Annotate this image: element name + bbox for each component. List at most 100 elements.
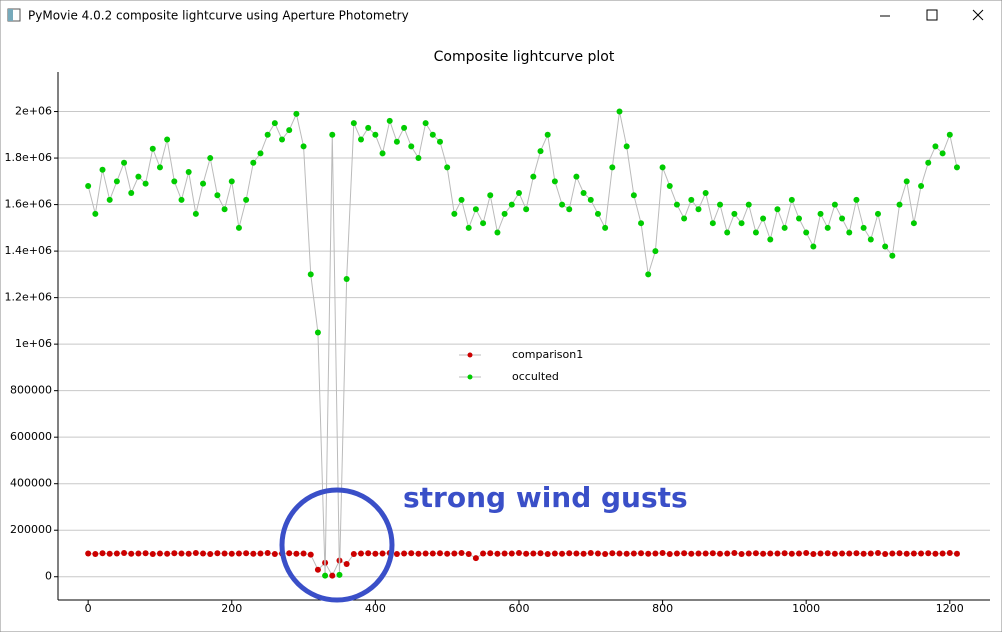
data-point xyxy=(752,229,759,236)
maximize-button[interactable] xyxy=(926,9,938,21)
data-point xyxy=(343,276,350,283)
data-point xyxy=(774,550,781,557)
y-tick-label: 200000 xyxy=(10,523,52,536)
data-point xyxy=(142,550,149,557)
data-point xyxy=(587,550,594,557)
data-point xyxy=(106,196,113,203)
data-point xyxy=(824,224,831,231)
data-point xyxy=(796,215,803,222)
data-point xyxy=(523,206,530,213)
data-point xyxy=(767,550,774,557)
data-point xyxy=(214,192,221,199)
data-point xyxy=(602,550,609,557)
data-point xyxy=(853,550,860,557)
data-point xyxy=(279,136,286,143)
data-point xyxy=(121,550,128,557)
y-tick-label: 1e+06 xyxy=(15,337,52,350)
data-point xyxy=(350,550,357,557)
data-point xyxy=(932,143,939,150)
chart-title: Composite lightcurve plot xyxy=(434,49,615,65)
data-point xyxy=(594,550,601,557)
data-point xyxy=(365,550,372,557)
data-point xyxy=(551,550,558,557)
data-point xyxy=(300,143,307,150)
data-point xyxy=(537,550,544,557)
data-point xyxy=(113,178,120,185)
data-point xyxy=(329,131,336,138)
data-point xyxy=(745,550,752,557)
window-title: PyMovie 4.0.2 composite lightcurve using… xyxy=(28,9,409,23)
data-point xyxy=(228,550,235,557)
data-point xyxy=(860,550,867,557)
data-point xyxy=(358,136,365,143)
data-point xyxy=(336,571,343,578)
data-point xyxy=(652,248,659,255)
data-point xyxy=(379,150,386,157)
data-point xyxy=(314,566,321,573)
close-button[interactable] xyxy=(972,9,984,21)
data-point xyxy=(867,550,874,557)
data-point xyxy=(171,178,178,185)
data-point xyxy=(638,220,645,227)
data-point xyxy=(286,127,293,134)
data-point xyxy=(156,550,163,557)
data-point xyxy=(415,550,422,557)
data-point xyxy=(559,550,566,557)
data-point xyxy=(925,159,932,166)
data-point xyxy=(903,550,910,557)
data-point xyxy=(415,155,422,162)
data-point xyxy=(889,252,896,259)
y-tick-label: 1.6e+06 xyxy=(5,198,52,211)
data-point xyxy=(918,182,925,189)
data-point xyxy=(200,180,207,187)
data-point xyxy=(293,110,300,117)
data-point xyxy=(185,550,192,557)
data-point xyxy=(135,173,142,180)
data-point xyxy=(666,182,673,189)
data-point xyxy=(465,550,472,557)
data-point xyxy=(99,166,106,173)
legend-marker xyxy=(467,352,473,358)
data-point xyxy=(451,550,458,557)
data-point xyxy=(839,550,846,557)
x-tick-label: 800 xyxy=(652,602,673,615)
data-point xyxy=(946,131,953,138)
data-point xyxy=(673,550,680,557)
data-point xyxy=(508,550,515,557)
data-point xyxy=(953,550,960,557)
data-point xyxy=(372,550,379,557)
data-point xyxy=(688,550,695,557)
data-point xyxy=(142,180,149,187)
data-point xyxy=(293,550,300,557)
data-point xyxy=(587,196,594,203)
data-point xyxy=(566,206,573,213)
data-point xyxy=(515,550,522,557)
data-point xyxy=(329,572,336,579)
data-point xyxy=(867,236,874,243)
data-point xyxy=(824,550,831,557)
data-point xyxy=(322,572,329,579)
data-point xyxy=(695,206,702,213)
data-point xyxy=(932,550,939,557)
data-point xyxy=(709,550,716,557)
data-point xyxy=(623,550,630,557)
data-point xyxy=(860,224,867,231)
data-point xyxy=(544,550,551,557)
data-point xyxy=(645,271,652,278)
data-point xyxy=(788,196,795,203)
data-point xyxy=(487,192,494,199)
data-point xyxy=(178,550,185,557)
data-point xyxy=(702,550,709,557)
data-point xyxy=(659,550,666,557)
data-point xyxy=(724,229,731,236)
data-point xyxy=(207,550,214,557)
y-tick-label: 800000 xyxy=(10,384,52,397)
data-point xyxy=(745,201,752,208)
data-point xyxy=(487,550,494,557)
x-tick-label: 0 xyxy=(85,602,92,615)
data-point xyxy=(910,550,917,557)
data-point xyxy=(343,560,350,567)
y-tick-label: 600000 xyxy=(10,430,52,443)
data-point xyxy=(451,210,458,217)
data-point xyxy=(896,201,903,208)
